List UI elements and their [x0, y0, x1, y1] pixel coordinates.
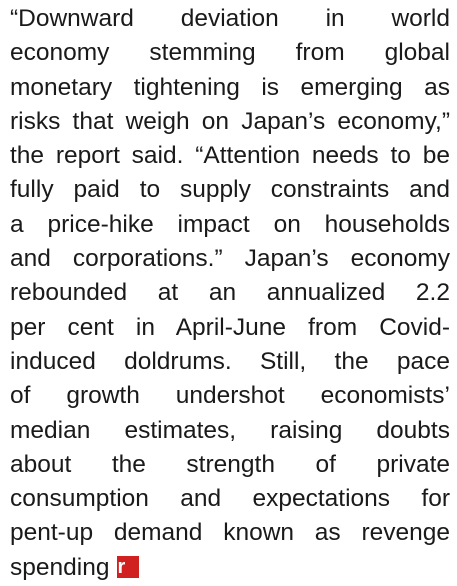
end-mark: r [117, 555, 140, 578]
text-line: rebounded at an annualized 2.2 [10, 276, 450, 310]
text-line: “Downward deviation in world [10, 2, 450, 36]
line-text: induced doldrums. Still, the pace [10, 347, 450, 375]
text-line: consumption and expectations for [10, 482, 450, 516]
text-line: a price-hike impact on households [10, 208, 450, 242]
text-line: induced doldrums. Still, the pace [10, 345, 450, 379]
line-text: per cent in April-June from Covid- [10, 313, 450, 341]
line-text: the report said. “Attention needs to be [10, 142, 450, 170]
line-text: median estimates, raising doubts [10, 416, 450, 444]
line-text: pent-up demand known as revenge [10, 519, 450, 547]
line-text: “Downward deviation in world [10, 5, 450, 32]
text-line: risks that weigh on Japan’s economy,” [10, 105, 450, 139]
line-text: rebounded at an annualized 2.2 [10, 279, 450, 307]
text-line: monetary tightening is emerging as [10, 71, 450, 105]
line-text: of growth undershot economists’ [10, 382, 450, 410]
line-text: fully paid to supply constraints and [10, 176, 450, 204]
text-line: per cent in April-June from Covid- [10, 311, 450, 345]
line-text: economy stemming from global [10, 39, 450, 67]
text-line: of growth undershot economists’ [10, 379, 450, 413]
text-line: and corporations.” Japan’s economy [10, 242, 450, 276]
article-text: “Downward deviation in world economy stem… [10, 2, 450, 585]
line-text: consumption and expectations for [10, 485, 450, 513]
line-text: a price-hike impact on households [10, 210, 450, 238]
line-text: about the strength of private [10, 450, 450, 478]
line-text: risks that weigh on Japan’s economy,” [10, 107, 450, 135]
text-line: fully paid to supply constraints and [10, 173, 450, 207]
text-line: median estimates, raising doubts [10, 414, 450, 448]
text-line: spending r [10, 551, 450, 585]
text-line: the report said. “Attention needs to be [10, 139, 450, 173]
text-line: about the strength of private [10, 448, 450, 482]
text-line: pent-up demand known as revenge [10, 516, 450, 550]
line-text: monetary tightening is emerging as [10, 73, 450, 101]
line-text: spending [10, 553, 110, 581]
text-line: economy stemming from global [10, 36, 450, 70]
line-text: and corporations.” Japan’s economy [10, 245, 450, 273]
